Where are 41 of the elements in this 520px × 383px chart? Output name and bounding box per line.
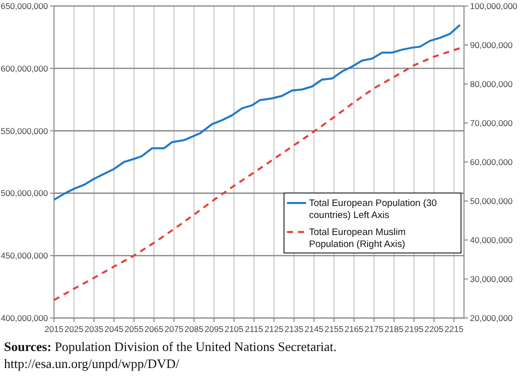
x-tick-label: 2125 bbox=[264, 324, 284, 334]
x-tick-label: 2155 bbox=[324, 324, 344, 334]
x-tick-label: 2065 bbox=[144, 324, 164, 334]
y2-tick-label: 50,000,000 bbox=[470, 196, 513, 206]
y-tick-label: 600,000,000 bbox=[0, 63, 48, 74]
x-tick-label: 2105 bbox=[224, 324, 244, 334]
y2-tick-label: 90,000,000 bbox=[470, 40, 513, 50]
line-series bbox=[53, 24, 461, 201]
y2-tick-label: 100,000,000 bbox=[470, 0, 518, 11]
x-tick-label: 2135 bbox=[284, 324, 304, 334]
x-tick-label: 2195 bbox=[404, 324, 424, 334]
legend-label: Total European Population (30 countries) Left Axis bbox=[309, 198, 437, 221]
y-tick-label: 500,000,000 bbox=[0, 188, 48, 198]
x-tick-label: 2215 bbox=[444, 324, 464, 334]
x-tick-label: 2165 bbox=[344, 324, 364, 334]
line-series bbox=[53, 47, 461, 302]
x-tick-label: 2185 bbox=[384, 324, 404, 334]
x-tick-label: 2145 bbox=[304, 324, 324, 334]
x-tick-label: 2095 bbox=[204, 324, 224, 334]
y2-tick-label: 60,000,000 bbox=[470, 156, 513, 167]
y2-tick-label: 20,000,000 bbox=[470, 312, 513, 323]
y2-tick-label: 30,000,000 bbox=[470, 274, 513, 284]
legend-label: Total European Muslim Population (Right Axis) bbox=[309, 227, 406, 250]
y2-tick-label: 40,000,000 bbox=[470, 234, 513, 245]
y-tick-label: 400,000,000 bbox=[0, 312, 48, 323]
x-tick-label: 2035 bbox=[84, 324, 104, 334]
x-tick-label: 2175 bbox=[364, 324, 384, 334]
x-tick-label: 2075 bbox=[164, 324, 184, 334]
x-tick-label: 2115 bbox=[244, 324, 264, 334]
y2-tick-label: 70,000,000 bbox=[470, 118, 513, 128]
y-tick-label: 450,000,000 bbox=[0, 250, 48, 261]
x-tick-label: 2045 bbox=[104, 324, 124, 334]
source-note: Sources: Population Division of the United Nations Secretariat. http://esa.un.org/unpd/wpp/DVD/ bbox=[4, 339, 337, 371]
y-tick-label: 650,000,000 bbox=[0, 0, 48, 11]
y-tick-label: 550,000,000 bbox=[0, 126, 48, 136]
x-tick-label: 2025 bbox=[64, 324, 84, 334]
x-tick-label: 2015 bbox=[44, 324, 64, 334]
y2-tick-label: 80,000,000 bbox=[470, 78, 513, 89]
x-tick-label: 2055 bbox=[124, 324, 144, 334]
x-tick-label: 2205 bbox=[424, 324, 444, 334]
x-tick-label: 2085 bbox=[184, 324, 204, 334]
